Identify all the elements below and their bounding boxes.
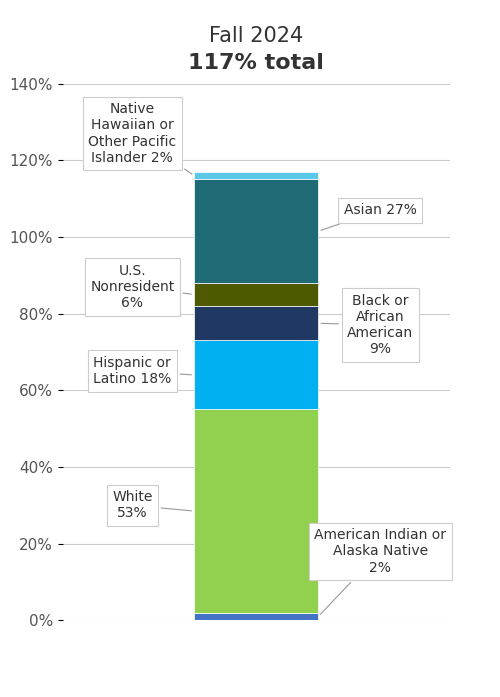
Text: Hispanic or
Latino 18%: Hispanic or Latino 18% [93, 356, 192, 386]
Bar [194, 613, 318, 620]
Bar [194, 306, 318, 341]
Text: Native
Hawaiian or
Other Pacific
Islander 2%: Native Hawaiian or Other Pacific Islande… [88, 102, 192, 174]
Text: White
53%: White 53% [112, 490, 192, 521]
Text: Asian 27%: Asian 27% [321, 203, 416, 230]
Bar [194, 179, 318, 283]
Bar [194, 171, 318, 179]
Bar [194, 409, 318, 613]
Bar [194, 340, 318, 409]
Text: American Indian or
Alaska Native
2%: American Indian or Alaska Native 2% [314, 528, 446, 615]
Text: 117% total: 117% total [188, 53, 324, 73]
Text: U.S.
Nonresident
6%: U.S. Nonresident 6% [90, 263, 192, 310]
Text: Fall 2024: Fall 2024 [209, 26, 304, 46]
Bar [194, 283, 318, 306]
Text: Black or
African
American
9%: Black or African American 9% [321, 294, 414, 356]
